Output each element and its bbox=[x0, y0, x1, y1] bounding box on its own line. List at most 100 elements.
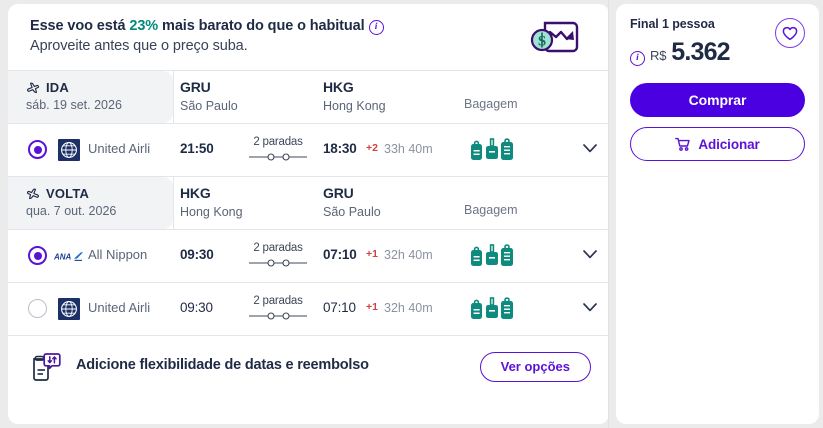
stops-indicator: 2 paradas bbox=[245, 136, 311, 166]
column-divider bbox=[173, 71, 174, 123]
stops-indicator: 2 paradas bbox=[245, 295, 311, 325]
stops-label: 2 paradas bbox=[253, 242, 303, 254]
add-to-cart-label: Adicionar bbox=[698, 136, 760, 152]
leg-date-outbound: sáb. 19 set. 2026 bbox=[26, 98, 122, 112]
arrival-time: 07:10 bbox=[323, 300, 356, 315]
leg-direction-outbound: IDA bbox=[26, 80, 173, 95]
baggage-column-header: Bagagem bbox=[464, 203, 518, 217]
price-drop-chart-icon: S bbox=[530, 21, 579, 53]
divider bbox=[8, 176, 609, 177]
united-airlines-logo bbox=[58, 298, 80, 320]
flexibility-banner: Adicione flexibilidade de datas e reembo… bbox=[8, 336, 609, 398]
stops-indicator: 2 paradas bbox=[245, 242, 311, 272]
promo-headline-post: mais barato do que o habitual bbox=[158, 18, 365, 34]
flight-duration: 32h 40m bbox=[384, 301, 433, 315]
column-divider bbox=[173, 177, 174, 229]
day-offset-badge: +1 bbox=[366, 248, 378, 260]
favorite-button[interactable] bbox=[775, 18, 805, 48]
flight-option-row[interactable]: United Airlines 21:50 2 paradas 18:30 +2… bbox=[8, 124, 609, 176]
origin-code: HKG bbox=[180, 185, 211, 201]
arrival-time: 18:30 bbox=[323, 141, 357, 156]
price-promo-banner: Esse voo está 23% mais barato do que o h… bbox=[8, 4, 609, 70]
origin-code: GRU bbox=[180, 79, 211, 95]
flight-option-row[interactable]: United Airlines 09:30 2 paradas 07:10 +1… bbox=[8, 283, 609, 335]
leg-tag-return: VOLTA qua. 7 out. 2026 bbox=[8, 177, 173, 229]
panel-divider bbox=[608, 0, 609, 428]
stops-graphic bbox=[249, 259, 307, 267]
promo-discount-percent: 23% bbox=[129, 18, 159, 34]
leg-date-return: qua. 7 out. 2026 bbox=[26, 204, 117, 218]
radio-return-united[interactable] bbox=[28, 299, 47, 318]
info-icon[interactable]: i bbox=[630, 51, 645, 66]
passenger-total-label: Final 1 pessoa bbox=[630, 17, 715, 31]
baggage-icons bbox=[471, 244, 513, 266]
price-amount: 5.362 bbox=[671, 38, 730, 66]
flight-duration: 32h 40m bbox=[384, 248, 433, 262]
day-offset-badge: +2 bbox=[366, 142, 378, 154]
day-offset-badge: +1 bbox=[366, 301, 378, 313]
divider bbox=[8, 70, 609, 71]
leg-direction-label: IDA bbox=[46, 80, 69, 95]
stops-label: 2 paradas bbox=[253, 295, 303, 307]
baggage-icons bbox=[471, 138, 513, 160]
promo-subline: Aproveite antes que o preço suba. bbox=[30, 38, 248, 54]
chevron-down-icon[interactable] bbox=[583, 303, 597, 312]
info-icon[interactable]: i bbox=[368, 20, 384, 35]
promo-headline: Esse voo está 23% mais barato do que o h… bbox=[30, 18, 593, 35]
currency-symbol: R$ bbox=[650, 48, 667, 63]
chevron-down-icon[interactable] bbox=[583, 250, 597, 259]
radio-outbound-united[interactable] bbox=[28, 140, 47, 159]
baggage-icons bbox=[471, 297, 513, 319]
ana-logo: ANA bbox=[54, 252, 83, 262]
origin-city: São Paulo bbox=[180, 99, 238, 113]
svg-text:ANA: ANA bbox=[54, 253, 72, 262]
leg-direction-label: VOLTA bbox=[46, 186, 90, 201]
leg-direction-return: VOLTA bbox=[26, 186, 173, 201]
heart-icon bbox=[782, 26, 798, 40]
radio-return-ana[interactable] bbox=[28, 246, 47, 265]
origin-return: HKG Hong Kong bbox=[180, 185, 243, 219]
flexibility-text: Adicione flexibilidade de datas e reembo… bbox=[76, 357, 369, 373]
destination-city: Hong Kong bbox=[323, 99, 386, 113]
departure-time: 21:50 bbox=[180, 141, 214, 156]
baggage-column-header: Bagagem bbox=[464, 97, 518, 111]
leg-header-outbound: IDA sáb. 19 set. 2026 GRU São Paulo HKG … bbox=[8, 71, 609, 123]
stops-label: 2 paradas bbox=[253, 136, 303, 148]
origin-outbound: GRU São Paulo bbox=[180, 79, 238, 113]
origin-city: Hong Kong bbox=[180, 205, 243, 219]
add-to-cart-button[interactable]: Adicionar bbox=[630, 127, 805, 161]
united-airlines-logo bbox=[58, 139, 80, 161]
departure-time: 09:30 bbox=[180, 247, 214, 262]
stops-graphic bbox=[249, 153, 307, 161]
itinerary-card: Esse voo está 23% mais barato do que o h… bbox=[8, 4, 609, 424]
document-flexibility-icon bbox=[33, 353, 61, 381]
divider bbox=[8, 123, 609, 124]
view-options-button[interactable]: Ver opções bbox=[479, 352, 591, 382]
flight-option-row[interactable]: ANA All Nippon Airways 09:30 2 paradas 0… bbox=[8, 230, 609, 282]
destination-code: HKG bbox=[323, 79, 354, 95]
price-row: i R$ 5.362 bbox=[630, 38, 805, 67]
shopping-cart-icon bbox=[675, 137, 691, 151]
divider bbox=[8, 282, 609, 283]
stops-graphic bbox=[249, 312, 307, 320]
flight-duration: 33h 40m bbox=[384, 142, 433, 156]
leg-tag-outbound: IDA sáb. 19 set. 2026 bbox=[8, 71, 173, 123]
divider bbox=[8, 229, 609, 230]
airline-name: United Airlines bbox=[88, 300, 150, 315]
destination-city: São Paulo bbox=[323, 205, 381, 219]
destination-outbound: HKG Hong Kong bbox=[323, 79, 386, 113]
buy-button[interactable]: Comprar bbox=[630, 83, 805, 117]
promo-headline-pre: Esse voo está bbox=[30, 18, 130, 34]
airline-name: United Airlines bbox=[88, 141, 150, 156]
divider bbox=[8, 335, 609, 336]
destination-code: GRU bbox=[323, 185, 354, 201]
destination-return: GRU São Paulo bbox=[323, 185, 381, 219]
departure-time: 09:30 bbox=[180, 300, 213, 315]
plane-return-icon bbox=[27, 188, 39, 199]
airline-name: All Nippon Airways bbox=[88, 247, 150, 262]
plane-depart-icon bbox=[27, 82, 39, 93]
price-panel: Final 1 pessoa i R$ 5.362 Comprar Adicio… bbox=[616, 4, 819, 424]
leg-header-return: VOLTA qua. 7 out. 2026 HKG Hong Kong GRU… bbox=[8, 177, 609, 229]
chevron-down-icon[interactable] bbox=[583, 144, 597, 153]
